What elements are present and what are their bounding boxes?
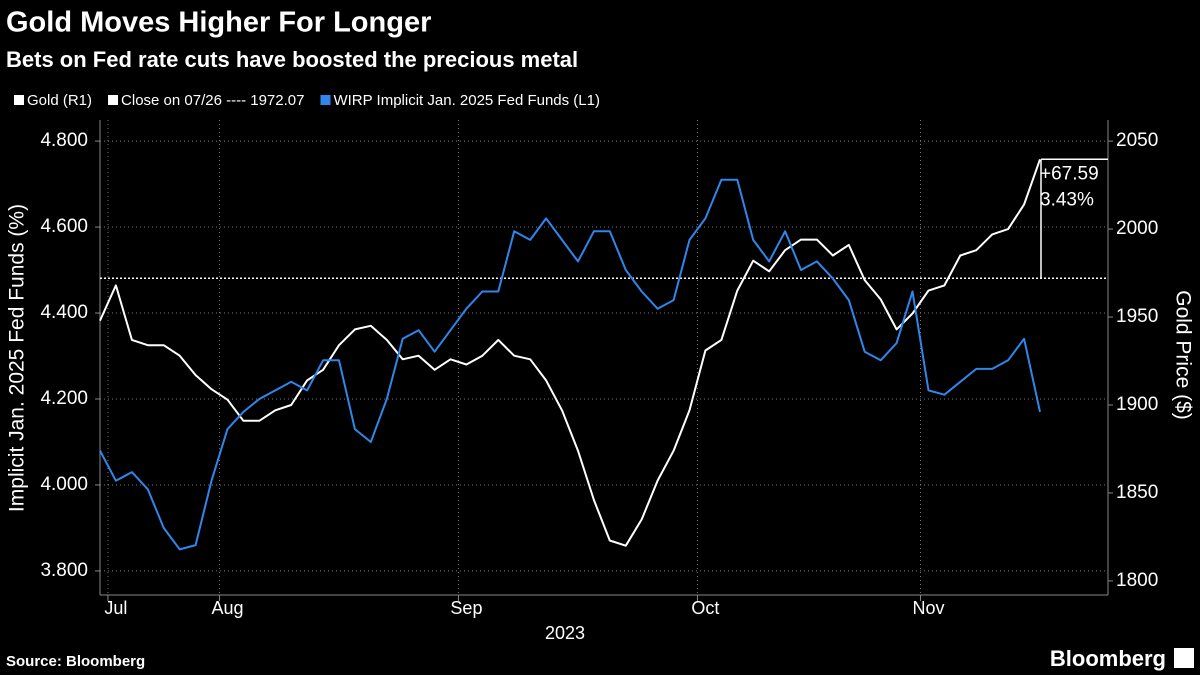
x-tick-label: Sep <box>450 598 482 618</box>
y-tick-label: 4.200 <box>40 388 88 409</box>
brand: Bloomberg <box>1050 646 1166 671</box>
chart-title: Gold Moves Higher For Longer <box>6 7 431 39</box>
x-tick-label: Aug <box>211 598 243 618</box>
legend-label: Gold (R1) <box>27 92 92 109</box>
series-line <box>99 178 1041 551</box>
y2-tick-label: 2050 <box>1116 130 1158 151</box>
legend-label: Close on 07/26 ---- 1972.07 <box>121 92 304 109</box>
source: Source: Bloomberg <box>6 653 145 670</box>
annotation: +67.59 <box>1040 163 1099 184</box>
y2-tick-label: 1800 <box>1116 570 1158 591</box>
y2-tick-label: 2000 <box>1116 218 1158 239</box>
x-axis-label: 2023 <box>545 623 585 643</box>
y-tick-label: 4.000 <box>40 474 88 495</box>
legend-label: WIRP Implicit Jan. 2025 Fed Funds (L1) <box>333 92 600 109</box>
y-tick-label: 4.400 <box>40 302 88 323</box>
y2-tick-label: 1900 <box>1116 394 1158 415</box>
y-tick-label: 4.800 <box>40 130 88 151</box>
y2-axis-label: Gold Price ($) <box>1171 290 1194 420</box>
y2-tick-label: 1950 <box>1116 306 1158 327</box>
legend-swatch <box>108 95 119 105</box>
x-tick-label: Oct <box>691 598 719 618</box>
legend-swatch <box>320 95 331 105</box>
brand-icon <box>1174 648 1194 668</box>
x-tick-label: Jul <box>104 598 127 618</box>
chart-subtitle: Bets on Fed rate cuts have boosted the p… <box>6 47 578 72</box>
y-axis-label: Implicit Jan. 2025 Fed Funds (%) <box>6 204 29 512</box>
legend-swatch <box>14 95 24 105</box>
x-tick-label: Nov <box>912 598 944 618</box>
y-tick-label: 4.600 <box>40 216 88 237</box>
annotation: 3.43% <box>1040 189 1094 210</box>
series-line <box>99 158 1041 547</box>
y2-tick-label: 1850 <box>1116 482 1158 503</box>
y-tick-label: 3.800 <box>40 560 88 581</box>
